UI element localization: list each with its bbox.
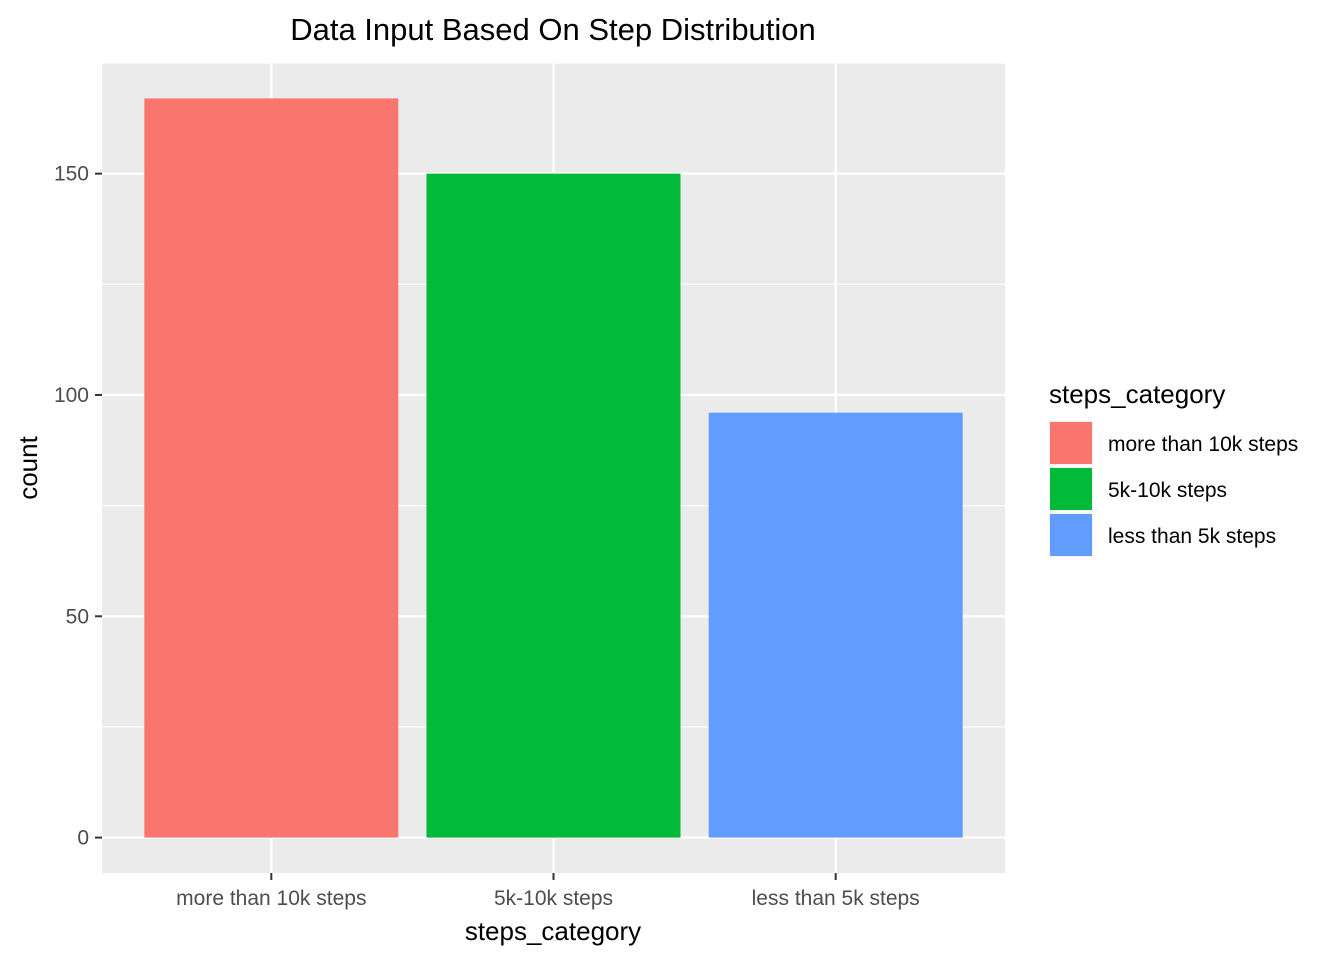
y-tick-label: 0	[77, 827, 89, 850]
x-tick-label: less than 5k steps	[752, 887, 920, 910]
legend-key	[1050, 514, 1092, 556]
y-axis-title: count	[13, 435, 43, 499]
legend-title: steps_category	[1049, 379, 1225, 409]
legend-label: less than 5k steps	[1108, 525, 1276, 548]
x-axis: more than 10k steps 5k-10k steps less than…	[176, 873, 920, 910]
y-axis: 0 50 100 150	[54, 163, 102, 850]
y-tick-label: 50	[66, 605, 89, 628]
x-tick-label: more than 10k steps	[176, 887, 366, 910]
bar	[144, 98, 399, 838]
y-tick-label: 100	[54, 384, 89, 407]
legend-label: 5k-10k steps	[1108, 479, 1227, 502]
legend-key	[1050, 468, 1092, 510]
bar	[426, 173, 681, 838]
x-tick-label: 5k-10k steps	[494, 887, 613, 910]
y-tick-label: 150	[54, 163, 89, 186]
bars	[144, 98, 963, 838]
x-axis-title: steps_category	[465, 916, 641, 946]
chart-title: Data Input Based On Step Distribution	[290, 12, 816, 47]
legend: steps_category more than 10k steps 5k-10k…	[1049, 379, 1298, 557]
bar	[708, 412, 963, 838]
legend-label: more than 10k steps	[1108, 433, 1298, 456]
legend-key	[1050, 422, 1092, 464]
